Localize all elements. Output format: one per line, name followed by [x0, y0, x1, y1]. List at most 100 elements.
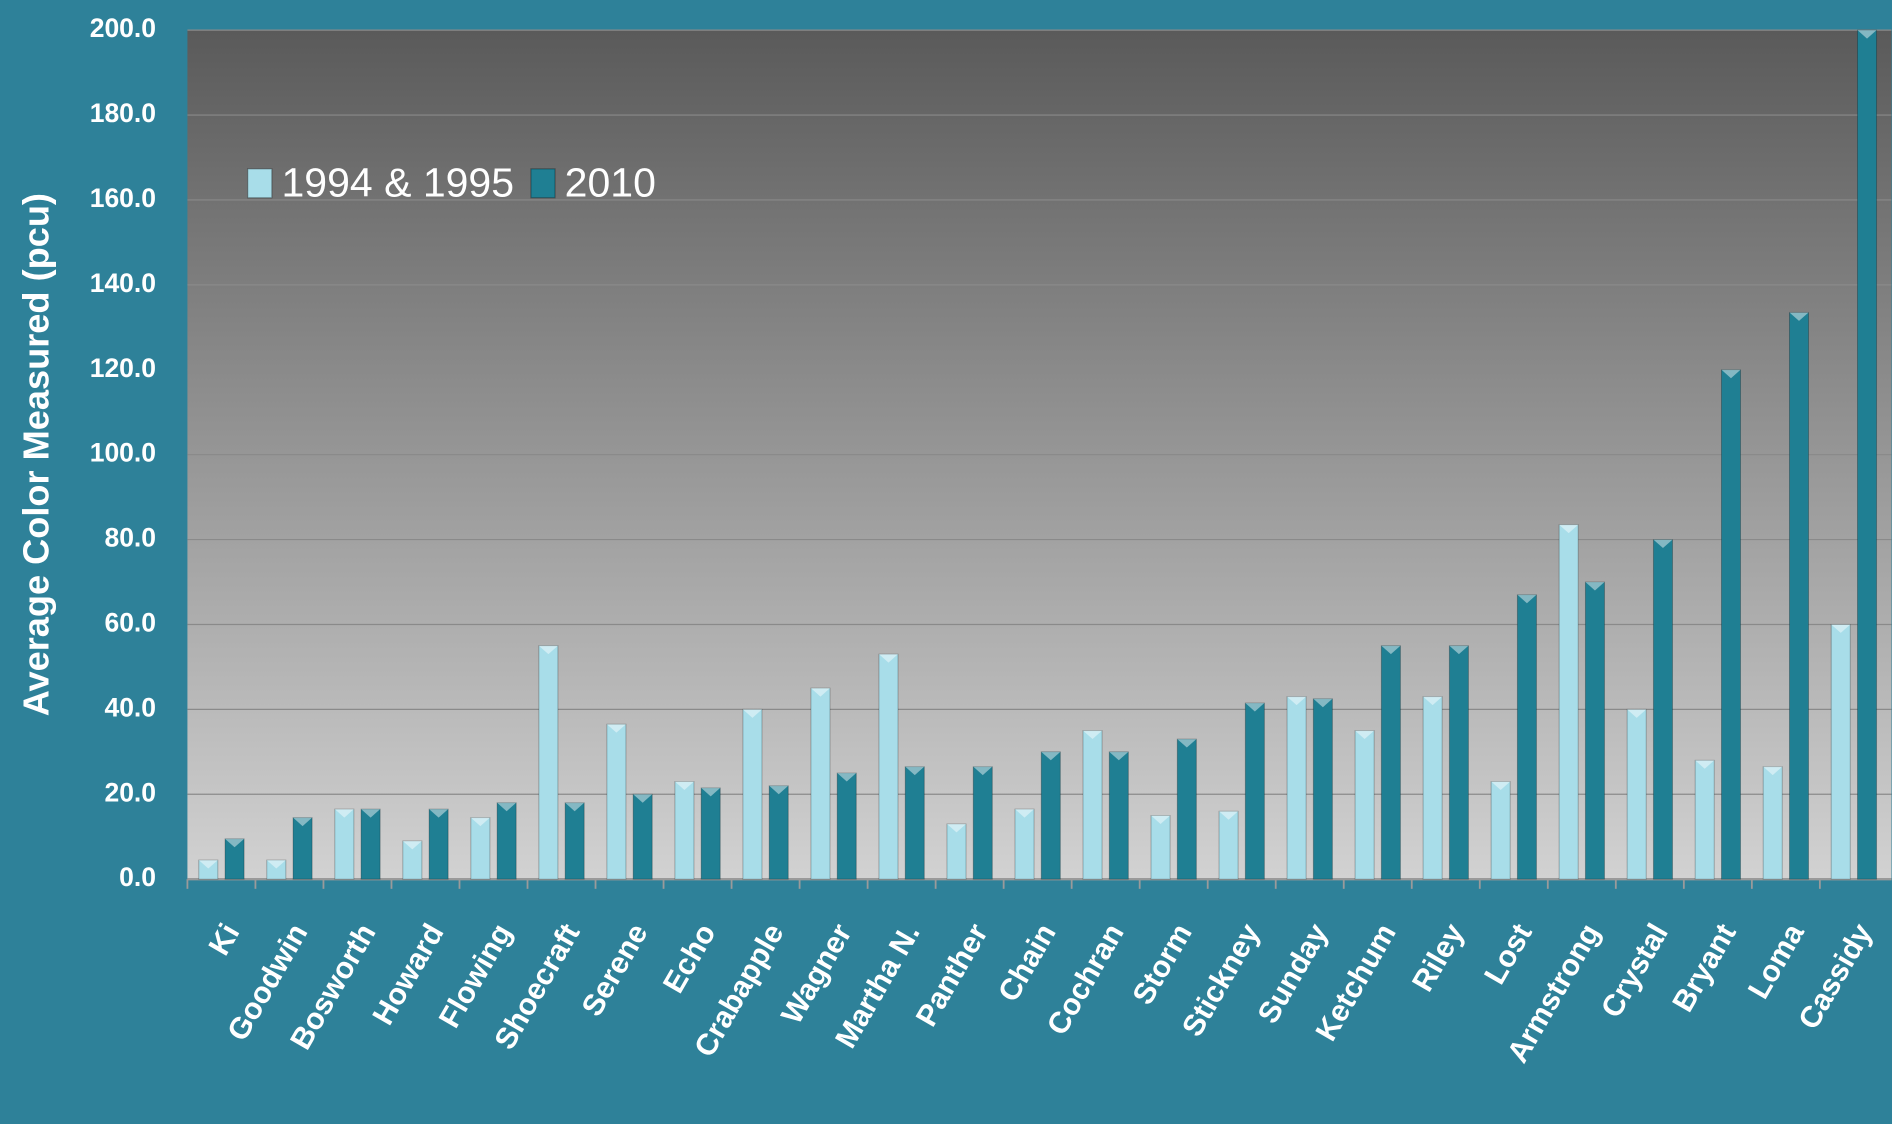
- bar-cap: [674, 781, 694, 790]
- bar: [1040, 751, 1061, 880]
- bar: [1150, 815, 1171, 880]
- bar-cap: [1559, 524, 1579, 534]
- bar-cap: [1695, 760, 1715, 769]
- legend-label: 2010: [565, 160, 656, 206]
- y-tick-label: 180.0: [90, 98, 156, 128]
- bar-cap: [810, 688, 830, 697]
- bar: [1830, 623, 1851, 880]
- bar: [198, 859, 219, 880]
- bar-cap: [402, 840, 422, 850]
- bar-cap: [1721, 369, 1741, 379]
- bar: [1516, 594, 1537, 880]
- bar-cap: [633, 794, 653, 803]
- bar: [470, 817, 491, 880]
- bar-cap: [225, 838, 245, 848]
- bar: [1490, 781, 1511, 880]
- bar-cap: [1627, 709, 1647, 718]
- y-tick-label: 20.0: [104, 777, 156, 807]
- y-tick-label: 120.0: [90, 353, 156, 383]
- bar-cap: [198, 860, 218, 869]
- x-tick-label: Lost: [1478, 918, 1538, 990]
- x-tick-label: Crystal: [1595, 918, 1675, 1023]
- bar: [402, 840, 423, 880]
- bar-cap: [701, 787, 721, 797]
- x-tick-label: Bryant: [1667, 918, 1743, 1017]
- y-tick-label: 40.0: [104, 692, 156, 722]
- bar-cap: [1763, 766, 1783, 776]
- bar-cap: [266, 860, 286, 869]
- bar-cap: [1831, 624, 1851, 633]
- bar: [674, 781, 695, 880]
- bar-cap: [606, 724, 626, 733]
- x-tick-label: Chain: [992, 918, 1062, 1007]
- bar-cap: [1789, 312, 1809, 321]
- y-tick-label: 80.0: [104, 523, 156, 553]
- bar: [810, 687, 831, 880]
- bar-cap: [1245, 703, 1265, 712]
- bar: [768, 785, 789, 880]
- legend-swatch: [247, 168, 273, 199]
- bar-cap: [1177, 739, 1197, 748]
- bar: [1626, 708, 1647, 880]
- bar-cap: [1151, 815, 1171, 824]
- bar-cap: [1423, 696, 1443, 706]
- bar: [1558, 524, 1579, 880]
- bar: [700, 787, 721, 880]
- bar-cap: [837, 773, 857, 782]
- bar-cap: [1585, 582, 1605, 591]
- bar-cap: [429, 809, 449, 818]
- bar-cap: [470, 817, 490, 827]
- x-tick-label: Ki: [203, 918, 247, 961]
- bar: [1312, 698, 1333, 880]
- bar: [538, 645, 559, 880]
- bar: [904, 766, 925, 880]
- bar-cap: [1491, 781, 1511, 790]
- bar: [266, 859, 287, 880]
- bar-cap: [1287, 696, 1307, 706]
- bar: [972, 766, 993, 880]
- bar: [946, 823, 967, 880]
- bar-cap: [1313, 698, 1333, 708]
- bar: [1380, 645, 1401, 880]
- bar: [1422, 696, 1443, 880]
- bar: [1789, 311, 1810, 880]
- bar-cap: [1857, 30, 1877, 39]
- bar: [334, 808, 355, 880]
- bar-cap: [565, 802, 585, 812]
- bar-cap: [878, 654, 899, 663]
- x-tick-label: Serene: [576, 918, 655, 1022]
- bar: [632, 793, 653, 880]
- legend-label: 1994 & 1995: [281, 160, 514, 206]
- bar: [1218, 810, 1239, 880]
- bar: [1244, 702, 1265, 880]
- bar: [428, 808, 449, 880]
- bar: [1857, 29, 1878, 880]
- bar: [742, 708, 763, 880]
- bar: [1652, 539, 1673, 880]
- bar-cap: [1041, 751, 1061, 761]
- bar: [1082, 730, 1103, 880]
- y-tick-label: 0.0: [119, 862, 156, 892]
- bar: [606, 723, 627, 880]
- bar-cap: [538, 645, 558, 655]
- bar-cap: [742, 709, 762, 718]
- bar: [1584, 581, 1605, 880]
- y-tick-label: 160.0: [90, 183, 156, 213]
- bar: [878, 653, 899, 880]
- y-tick-label: 100.0: [90, 438, 156, 468]
- bar-cap: [769, 785, 789, 795]
- bar: [224, 838, 245, 880]
- x-tick-label: Loma: [1742, 918, 1811, 1004]
- legend-swatch: [530, 168, 556, 199]
- bar-cap: [905, 766, 925, 776]
- bar-cap: [1355, 730, 1375, 740]
- bar-cap: [1449, 645, 1469, 655]
- bar: [1354, 730, 1375, 880]
- bar: [1014, 808, 1035, 880]
- bar: [1762, 766, 1783, 880]
- y-tick-label: 140.0: [90, 268, 156, 298]
- bar: [292, 817, 313, 880]
- bar: [1694, 759, 1715, 880]
- bar: [1108, 751, 1129, 880]
